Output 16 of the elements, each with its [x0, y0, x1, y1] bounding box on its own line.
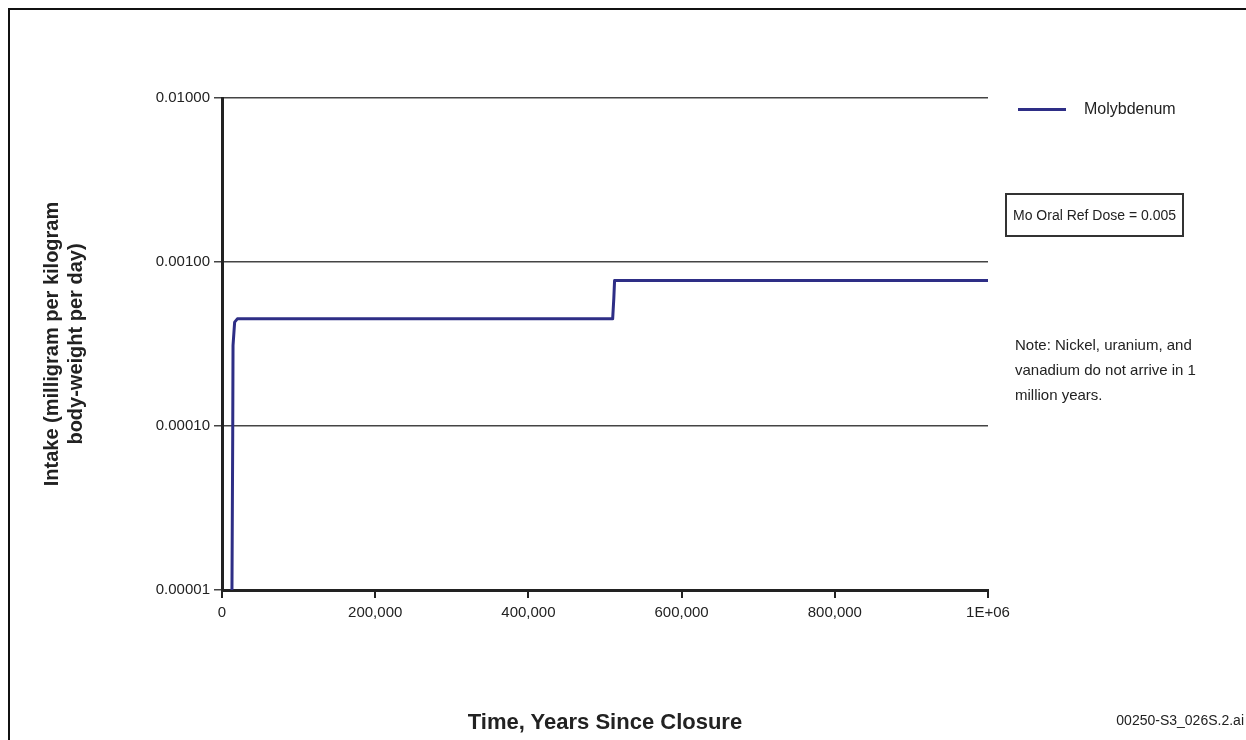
- y-tick-label: 0.00010: [155, 416, 210, 434]
- text: Mo Oral Ref Dose = 0.005: [1005, 193, 1185, 237]
- legend-label: Molybdenum: [1084, 100, 1176, 118]
- y-tick-label: 0.01000: [155, 88, 210, 106]
- y-tick-label: 0.00100: [155, 252, 210, 270]
- x-tick-label: 400,000: [501, 603, 556, 621]
- y-tick-label: 0.00001: [155, 580, 210, 598]
- x-tick-label: 600,000: [654, 603, 709, 621]
- x-axis-title: Time, Years Since Closure: [467, 708, 743, 734]
- x-tick-label: 0: [217, 603, 227, 621]
- text: Note: Nickel, uranium, and vanadium do not arrive in 1 million years.: [1015, 335, 1197, 405]
- x-tick-label: 200,000: [348, 603, 403, 621]
- y-axis-title: Intake (milligram per kilogram body-weight per day): [39, 201, 86, 487]
- x-tick-label: 1E+06: [966, 603, 1010, 621]
- x-tick-label: 800,000: [807, 603, 862, 621]
- text: 00250-S3_026S.2.ai: [1116, 712, 1244, 728]
